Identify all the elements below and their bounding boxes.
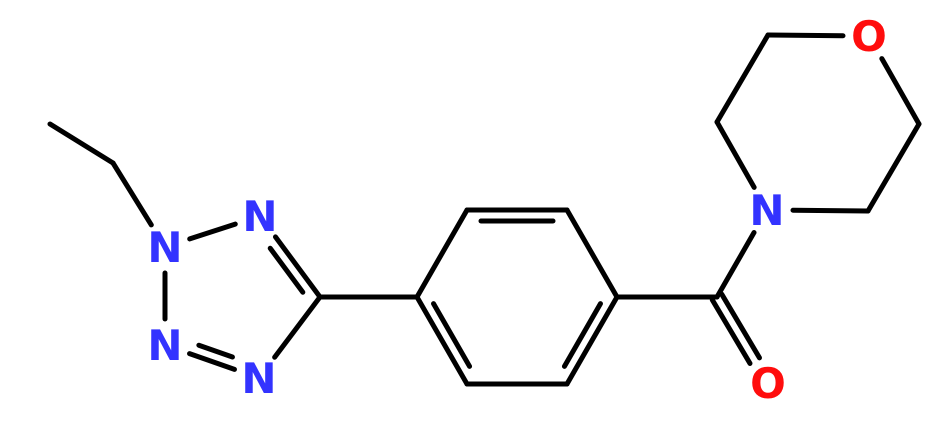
bond-double-inner <box>431 301 473 369</box>
bond-single <box>414 207 470 300</box>
bond-double-main <box>187 351 237 372</box>
bond-double-inner <box>267 245 306 295</box>
atom-label-n: N <box>147 321 182 370</box>
bond-single <box>790 207 871 214</box>
atom-label-o: O <box>851 12 887 61</box>
bond-single <box>879 56 922 127</box>
atom-label-n: N <box>749 186 784 235</box>
bond-double-inner <box>561 301 603 369</box>
bond-single <box>865 121 922 214</box>
bond-double-inner <box>196 342 235 360</box>
bond-double-line <box>719 291 762 361</box>
bond-double-main <box>564 294 620 387</box>
bond-double-main <box>272 234 323 300</box>
bond-single <box>110 160 154 228</box>
atom-label-n: N <box>241 354 276 403</box>
atom-label-n: N <box>242 192 277 241</box>
bond-single <box>714 32 771 125</box>
bond-single <box>714 230 757 300</box>
atom-label-o: O <box>750 359 786 408</box>
bond-single <box>47 121 116 166</box>
bond-single <box>187 221 238 242</box>
bond-double-main <box>414 294 470 387</box>
atom-label-n: N <box>147 223 182 272</box>
bond-double-line <box>709 297 753 366</box>
bond-single <box>714 119 757 190</box>
bond-single <box>765 32 846 39</box>
bond-single <box>564 207 620 300</box>
bond-single <box>272 294 323 360</box>
